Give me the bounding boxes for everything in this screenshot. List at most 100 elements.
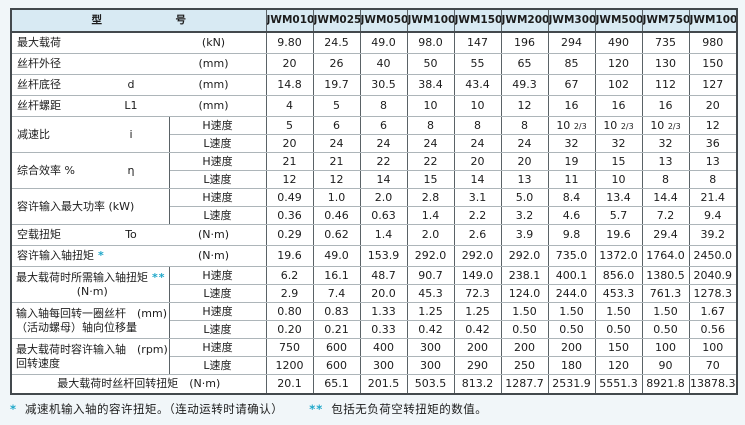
value-cell: 3.2 [500, 206, 549, 225]
row-symbol: η [127, 163, 135, 177]
row-label-line1-text: 最大载荷时所需输入轴扭矩 [16, 271, 148, 285]
value-cell: 2531.9 [547, 374, 596, 395]
speed-sub-label: H速度 [168, 116, 267, 135]
value-cell: 9.80 [265, 31, 314, 54]
value-cell: 4 [265, 95, 314, 117]
model-column-header: JWM300 [547, 8, 596, 33]
value-cell: 1.33 [359, 302, 408, 321]
value-cell: 16 [594, 95, 643, 117]
fraction-two-thirds: 2/3 [667, 121, 681, 131]
value-cell: 3.9 [500, 224, 549, 246]
value-cell: 13 [688, 152, 738, 171]
row-label-line2: (N·m) [76, 285, 108, 298]
model-column-header: JWM750 [641, 8, 690, 33]
value-cell: 20 [500, 152, 549, 171]
value-cell: 19.6 [594, 224, 643, 246]
row-label-text: 减速比 [17, 127, 50, 141]
value-cell: 8 [359, 95, 408, 117]
model-column-header: JWM500 [594, 8, 643, 33]
value-cell: 150 [688, 53, 738, 75]
value-cell: 100 [641, 338, 690, 357]
footnote-1: * 减速机输入轴的容许扭矩。（连动运转时请确认） [10, 401, 283, 417]
footnote-1-star: * [10, 402, 18, 416]
value-cell: 400 [359, 338, 408, 357]
value-cell: 9.8 [547, 224, 596, 246]
row-label-text: 最大载荷 [17, 36, 61, 50]
value-cell: 130 [641, 53, 690, 75]
row-label: 输入轴每回转一圈丝杆 (mm) （活动螺母）轴向位移量 [10, 302, 170, 339]
value-cell: 70 [688, 356, 738, 375]
value-cell: 10 2/3 [594, 116, 643, 135]
row-unit: (mm) [198, 78, 229, 92]
value-cell: 1.4 [359, 224, 408, 246]
row-label: 最大载荷时所需输入轴扭矩 ** (N·m) [10, 266, 170, 303]
speed-sub-label: L速度 [168, 356, 267, 375]
value-cell: 8 [641, 170, 690, 189]
row-label: 容许输入轴扭矩 * (N·m) [10, 245, 267, 267]
value-cell: 0.36 [265, 206, 314, 225]
value-cell: 292.0 [500, 245, 549, 267]
value-cell: 8 [688, 170, 738, 189]
value-cell: 124.0 [500, 284, 549, 303]
value-cell: 2040.9 [688, 266, 738, 285]
value-cell: 6 [312, 116, 361, 135]
row-star-marker: * [98, 249, 105, 263]
value-cell: 21 [312, 152, 361, 171]
value-cell: 29.4 [641, 224, 690, 246]
value-cell: 72.3 [453, 284, 502, 303]
value-cell: 21.4 [688, 188, 738, 207]
value-cell: 43.4 [453, 74, 502, 96]
value-cell: 0.21 [312, 320, 361, 339]
value-cell: 20.0 [359, 284, 408, 303]
value-cell: 40 [359, 53, 408, 75]
value-cell: 292.0 [453, 245, 502, 267]
value-cell: 19.6 [265, 245, 314, 267]
value-cell: 20 [453, 152, 502, 171]
value-cell: 13878.3 [688, 374, 738, 395]
value-cell: 300 [359, 356, 408, 375]
row-label: 最大载荷 (kN) [10, 31, 267, 54]
value-cell: 6 [359, 116, 408, 135]
value-cell: 0.29 [265, 224, 314, 246]
row-label-line1: 最大载荷时所需输入轴扭矩 ** [16, 271, 168, 285]
value-cell: 16.1 [312, 266, 361, 285]
value-cell: 120 [594, 53, 643, 75]
value-cell: 13.4 [594, 188, 643, 207]
row-label: 丝杆外径 (mm) [10, 53, 267, 75]
value-cell: 5.0 [500, 188, 549, 207]
row-unit: (mm) [198, 99, 229, 113]
value-cell: 30.5 [359, 74, 408, 96]
model-column-header: JWM050 [359, 8, 408, 33]
value-cell: 2.8 [406, 188, 455, 207]
value-cell: 200 [547, 338, 596, 357]
value-cell: 3.1 [453, 188, 502, 207]
speed-sub-label: L速度 [168, 320, 267, 339]
value-cell: 6.2 [265, 266, 314, 285]
value-cell: 2450.0 [688, 245, 738, 267]
value-cell: 26 [312, 53, 361, 75]
value-cell: 0.42 [406, 320, 455, 339]
model-column-header: JWM1000 [688, 8, 738, 33]
value-cell: 2.6 [453, 224, 502, 246]
value-cell: 7.4 [312, 284, 361, 303]
value-cell: 13 [500, 170, 549, 189]
row-unit: (N·m) [197, 249, 230, 263]
value-cell: 250 [500, 356, 549, 375]
footnotes: * 减速机输入轴的容许扭矩。（连动运转时请确认） ** 包括无负荷空转扭矩的数值。 [10, 401, 745, 417]
row-label-text: 丝杆底径 [17, 78, 61, 92]
value-cell: 5 [312, 95, 361, 117]
row-label-text: 丝杆外径 [17, 57, 61, 71]
value-cell: 147 [453, 31, 502, 54]
row-symbol: i [129, 127, 133, 141]
footnote-2-star: ** [309, 402, 324, 416]
value-cell: 0.49 [265, 188, 314, 207]
row-unit: (N·m) [197, 228, 230, 242]
value-cell: 50 [406, 53, 455, 75]
value-cell: 1764.0 [641, 245, 690, 267]
value-cell: 12 [312, 170, 361, 189]
model-column-header: JWM025 [312, 8, 361, 33]
value-cell: 2.2 [453, 206, 502, 225]
value-cell: 0.63 [359, 206, 408, 225]
value-cell: 85 [547, 53, 596, 75]
value-cell: 14 [359, 170, 408, 189]
